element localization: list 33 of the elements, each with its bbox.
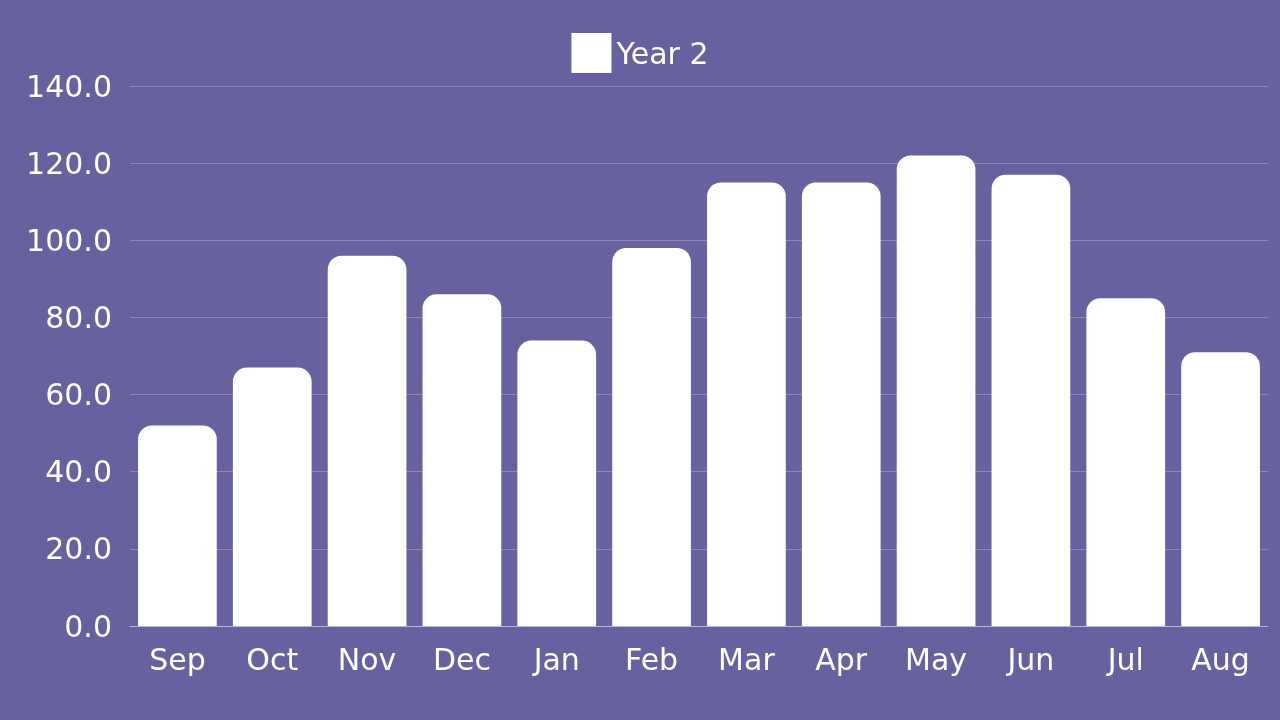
x-tick-label: Dec bbox=[432, 641, 491, 677]
x-tick-label: Aug bbox=[1191, 641, 1250, 677]
y-tick-label: 40.0 bbox=[45, 454, 112, 490]
bar bbox=[138, 425, 217, 626]
x-tick-label: Sep bbox=[149, 641, 206, 677]
y-tick-label: 120.0 bbox=[26, 145, 112, 181]
bar bbox=[991, 174, 1071, 626]
y-tick-label: 80.0 bbox=[45, 299, 112, 335]
y-tick-label: 140.0 bbox=[26, 68, 112, 104]
x-tick-label: Jul bbox=[1105, 641, 1144, 677]
bar bbox=[801, 182, 881, 626]
x-tick-label: Mar bbox=[718, 641, 776, 677]
x-tick-label: Jan bbox=[531, 641, 580, 677]
y-tick-label: 60.0 bbox=[45, 377, 112, 413]
bar bbox=[612, 248, 691, 626]
bar bbox=[517, 340, 597, 626]
y-tick-label: 0.0 bbox=[64, 608, 112, 644]
x-tick-label: Apr bbox=[815, 641, 868, 677]
x-tick-label: Nov bbox=[337, 641, 397, 677]
bar bbox=[422, 294, 502, 626]
bar bbox=[896, 155, 976, 626]
bar bbox=[1086, 298, 1166, 626]
bar bbox=[1181, 352, 1260, 626]
y-tick-label: 100.0 bbox=[26, 222, 112, 258]
x-tick-label: Oct bbox=[246, 641, 299, 677]
legend-label: Year 2 bbox=[615, 35, 709, 71]
bar bbox=[707, 182, 786, 626]
bar bbox=[232, 367, 312, 626]
bar bbox=[327, 255, 407, 626]
y-tick-label: 20.0 bbox=[45, 531, 112, 567]
x-tick-label: Jun bbox=[1005, 641, 1055, 677]
x-tick-label: Feb bbox=[625, 641, 679, 677]
x-tick-label: May bbox=[905, 641, 968, 677]
